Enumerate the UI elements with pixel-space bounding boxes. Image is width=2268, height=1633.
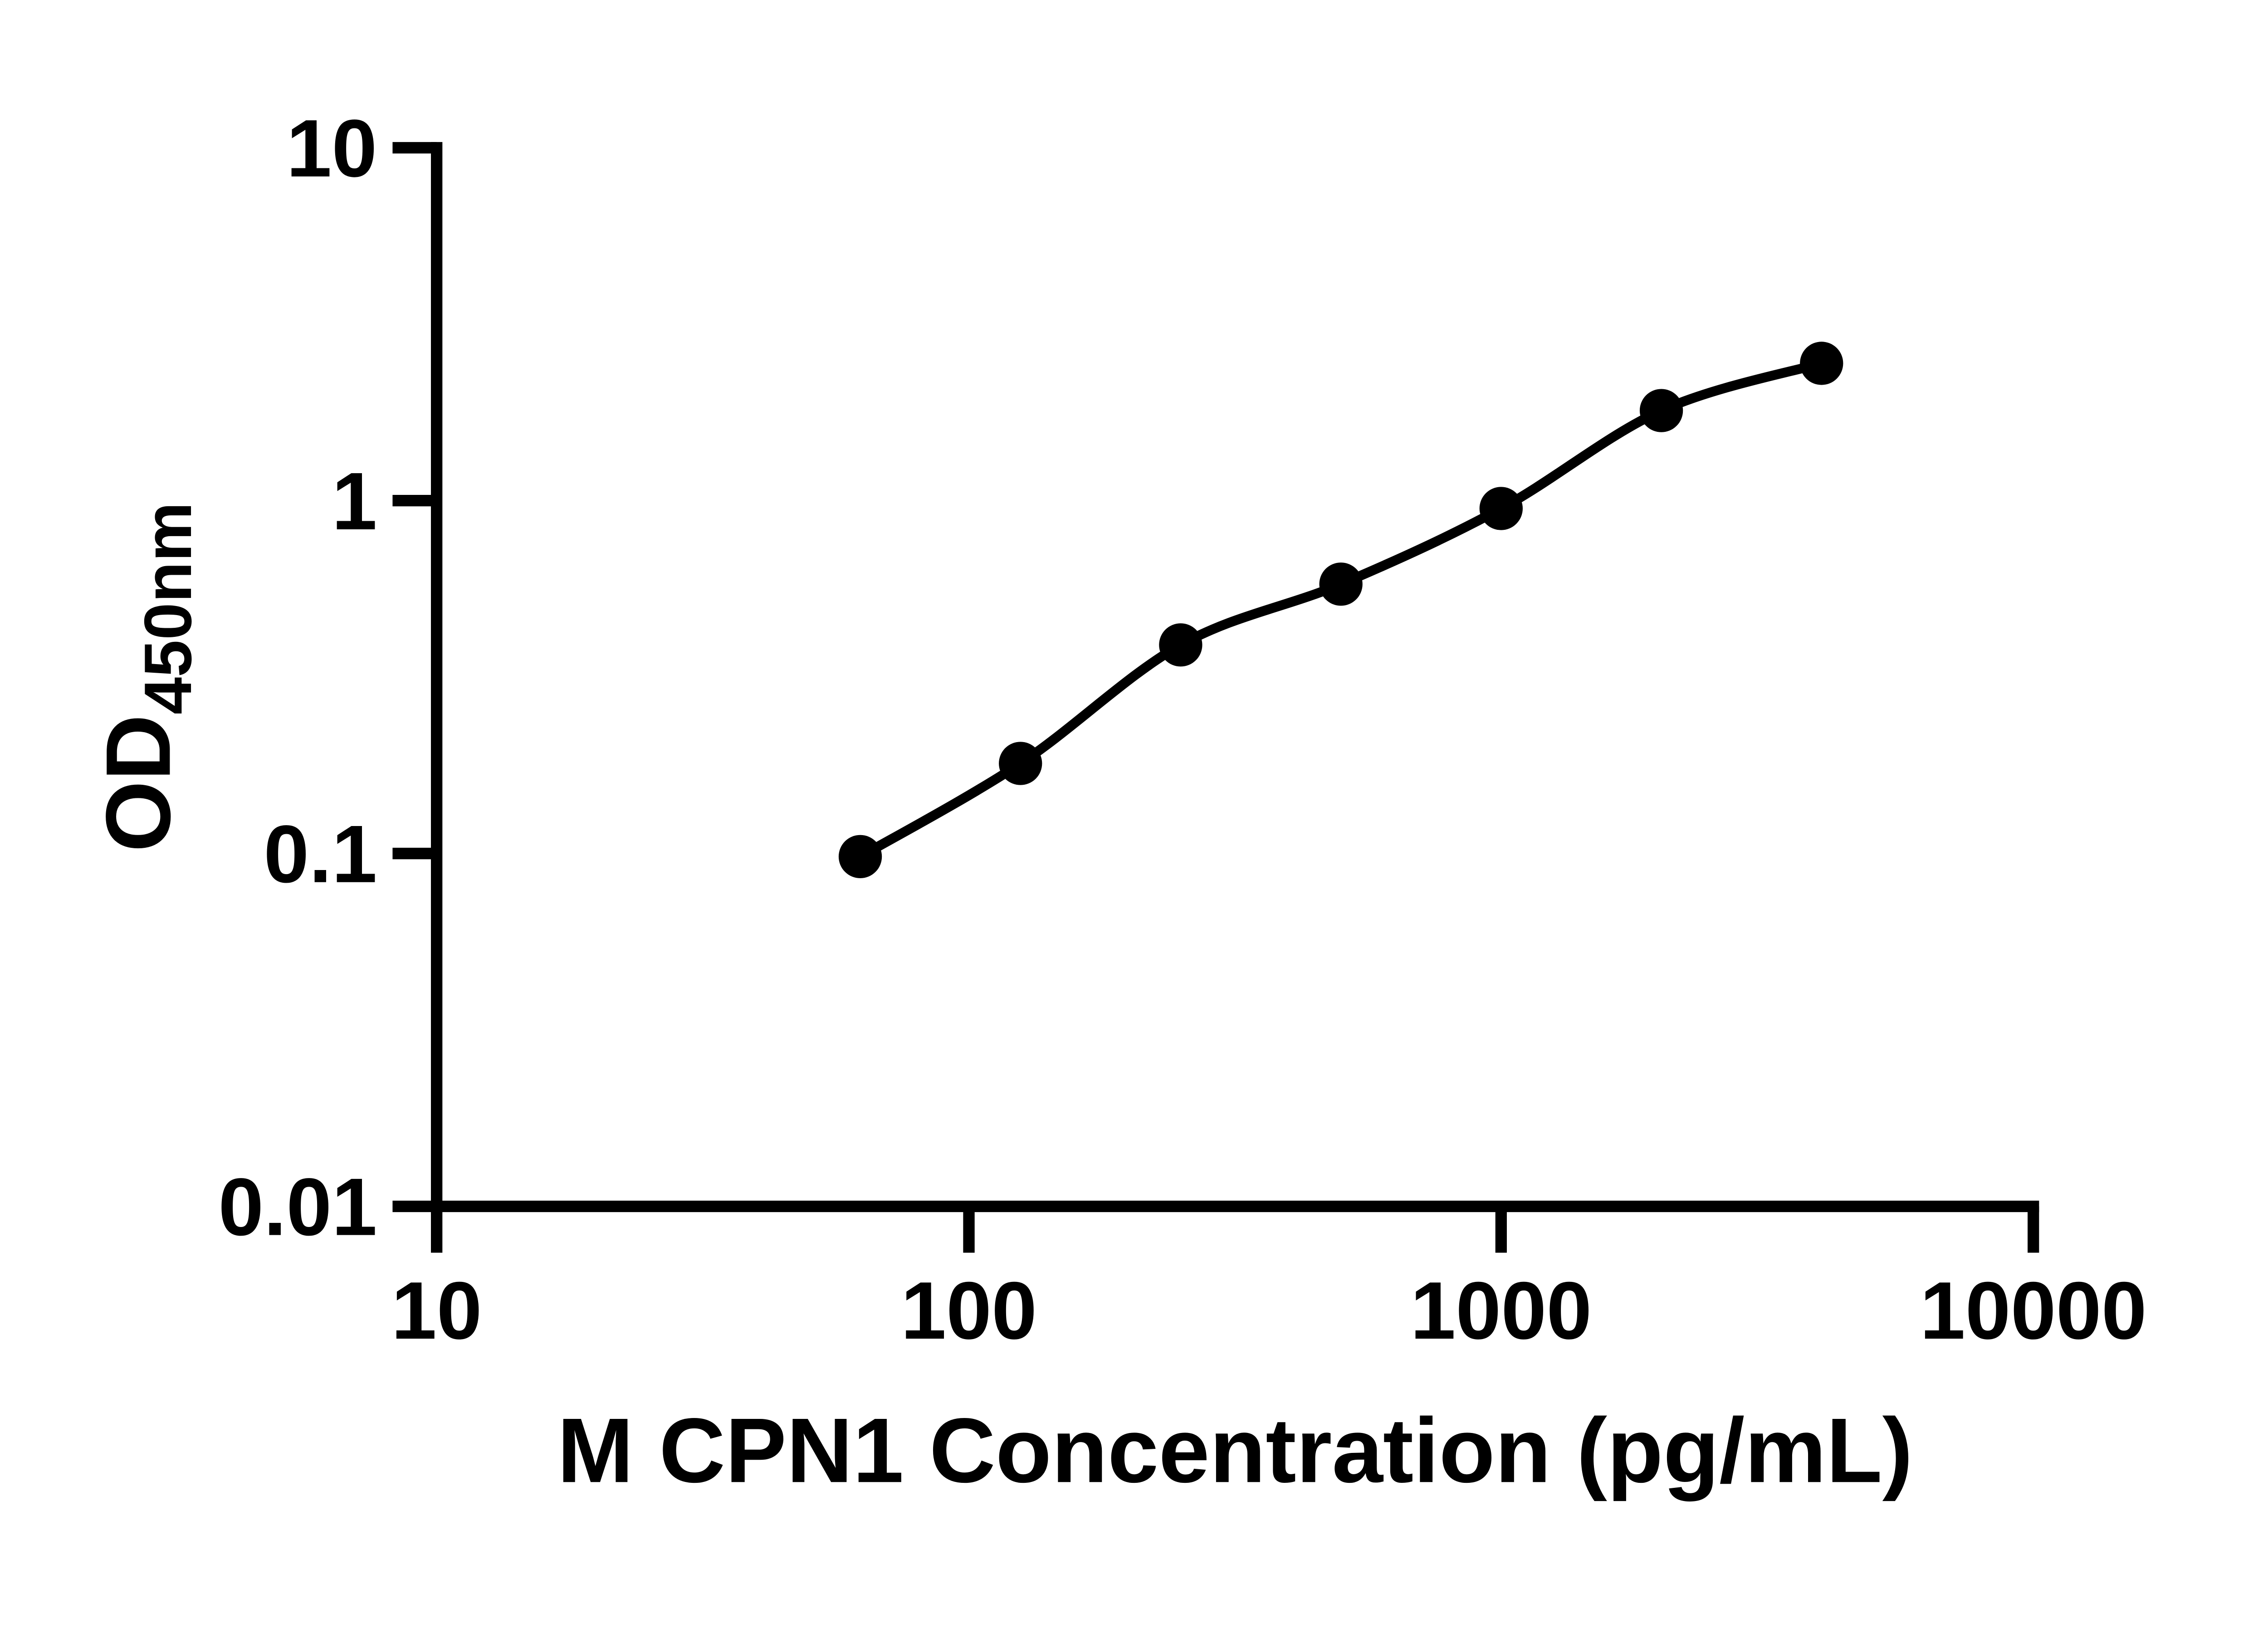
x-axis-title: M CPN1 Concentration (pg/mL) [557, 1399, 1913, 1501]
data-point-marker [838, 835, 882, 879]
data-point-marker [999, 742, 1042, 785]
fit-curve-line [858, 358, 1823, 861]
data-point-marker [1800, 342, 1843, 385]
standard-curve-chart: 10 100 1000 10000 10 1 0.1 0.01 M CPN1 Concentra… [87, 103, 2147, 1502]
data-point-marker [1319, 562, 1363, 606]
y-axis-title-main: OD [87, 714, 189, 852]
x-tick-label: 10000 [1920, 1265, 2147, 1356]
y-axis-title-subscript: 450nm [131, 502, 205, 714]
data-point-marker [1639, 389, 1683, 432]
y-tick-label: 1 [332, 456, 377, 547]
y-tick-label: 10 [286, 103, 377, 194]
x-tick-label: 100 [901, 1265, 1037, 1356]
y-tick-label: 0.01 [218, 1162, 377, 1253]
y-tick-label: 0.1 [264, 809, 377, 900]
data-point-marker [1479, 487, 1523, 530]
chart-figure: 10 100 1000 10000 10 1 0.1 0.01 M CPN1 Concentra… [87, 103, 2147, 1502]
axis-lines [431, 142, 2039, 1213]
x-tick-label: 1000 [1410, 1265, 1592, 1356]
data-point-marker [1159, 623, 1202, 667]
y-axis-title: OD450nm [87, 502, 205, 852]
x-tick-label: 10 [391, 1265, 482, 1356]
